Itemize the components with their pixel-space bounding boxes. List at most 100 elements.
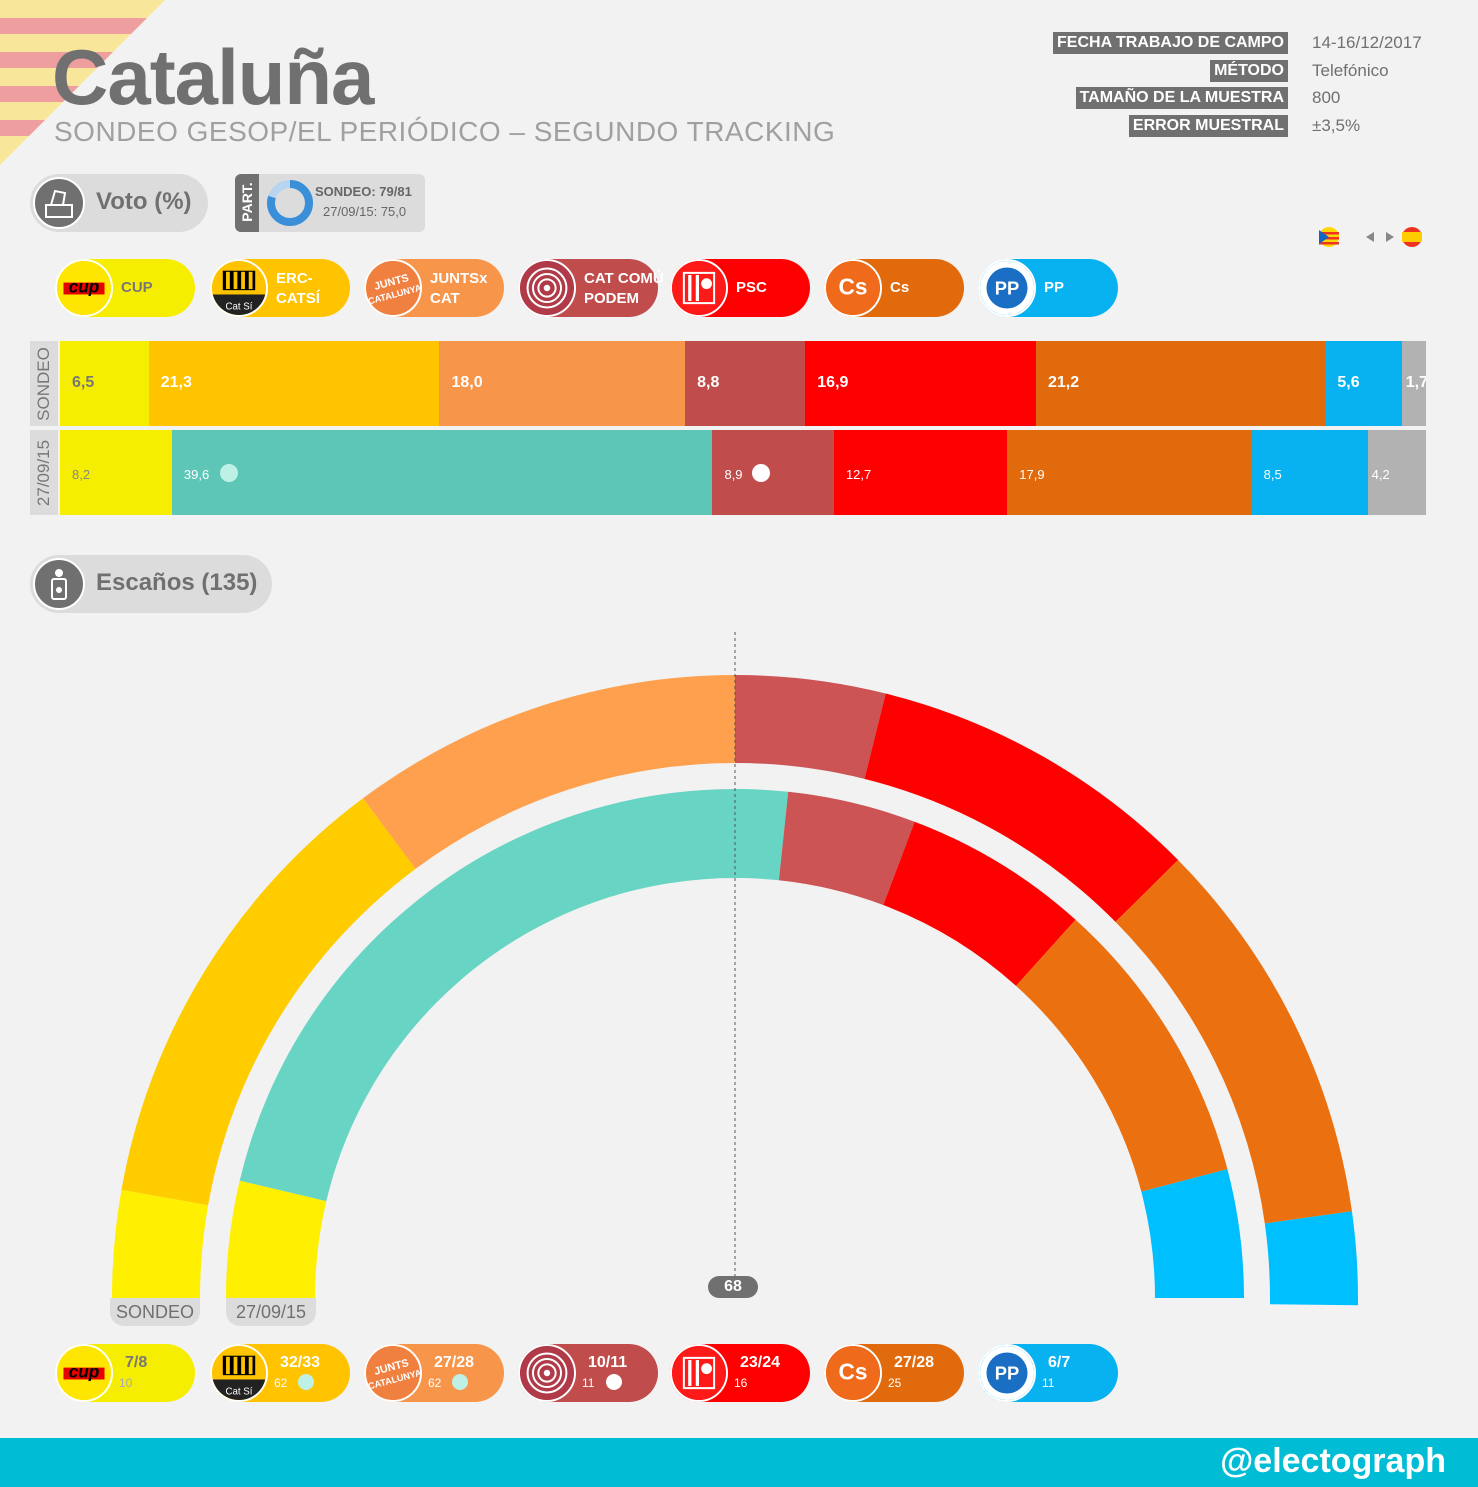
seat-previous: 62: [274, 1376, 288, 1390]
meta-value: 800: [1312, 88, 1341, 107]
seat-range: 7/8: [125, 1354, 148, 1371]
jxsi-logo-icon: [298, 1374, 314, 1390]
vote-bar-segment: 8,2: [60, 430, 172, 515]
svg-text:PP: PP: [995, 1362, 1020, 1383]
vote-bar-label: 21,2: [1047, 374, 1080, 391]
party-pill[interactable]: PP PP: [978, 259, 1118, 317]
svg-text:PP: PP: [995, 277, 1020, 298]
psc-logo-icon: [670, 259, 728, 317]
party-pill[interactable]: cup CUP: [55, 259, 195, 317]
seat-pill[interactable]: PP 6/7 11: [978, 1344, 1118, 1402]
inner-arc-label: 27/09/15: [226, 1298, 316, 1326]
arrow-right-icon[interactable]: [1386, 232, 1394, 242]
junts-logo-icon: JUNTS CATALUNYA: [364, 1344, 422, 1402]
party-name: JUNTSx CAT: [430, 270, 488, 307]
hemicycle-segment-270915-cs: [1016, 919, 1228, 1192]
party-pill[interactable]: JUNTS CATALUNYA JUNTSx CAT: [364, 259, 504, 317]
seat-previous: 62: [428, 1376, 442, 1390]
vote-bar-segment: 6,5: [60, 341, 149, 426]
party-name: ERC- CATSÍ: [276, 270, 320, 307]
meta-row-fieldwork: FECHA TRABAJO DE CAMPO 14-16/12/2017: [1000, 32, 1460, 54]
comu-logo-icon: [518, 1344, 576, 1402]
meta-key: TAMAÑO DE LA MUESTRA: [1075, 87, 1288, 109]
meta-value: ±3,5%: [1312, 116, 1361, 135]
seat-previous: 16: [734, 1376, 748, 1390]
vote-bar-label: 8,2: [72, 467, 91, 482]
meta-row-sample: TAMAÑO DE LA MUESTRA 800: [1000, 87, 1460, 109]
hemicycle-segment-sondeo-cs: [1115, 860, 1352, 1224]
party-pill[interactable]: PSC: [670, 259, 810, 317]
svg-text:Cat Sí: Cat Sí: [225, 1387, 252, 1398]
majority-label: 68: [708, 1276, 758, 1298]
row-label-sondeo: SONDEO: [30, 341, 58, 426]
vote-bar-label: 8,9: [724, 467, 743, 482]
participation-prev: 27/09/15: 75,0: [323, 204, 407, 219]
vote-bar-segment: 18,0: [439, 341, 686, 426]
vote-bar-segment: 21,3: [148, 341, 440, 426]
seats-section-pill: Escaños (135): [30, 555, 272, 613]
seat-pill[interactable]: 10/11 11: [518, 1344, 658, 1402]
hemicycle-segment-sondeo-erccats: [121, 798, 416, 1206]
vote-bar-label: 6,5: [72, 374, 95, 391]
seat-pill[interactable]: cup 7/8 10: [55, 1344, 195, 1402]
catalan-flag-corner: [0, 0, 165, 165]
vote-bar-segment: 4,2: [1367, 430, 1426, 515]
spain-flag-icon[interactable]: [1402, 227, 1422, 247]
participation-ring: [267, 180, 313, 226]
vote-bar-segment: 21,2: [1035, 341, 1326, 426]
participation-tag: PART.: [235, 174, 259, 232]
erc-logo-icon: Cat Sí: [210, 259, 268, 317]
party-name: PSC: [736, 279, 767, 296]
vote-bar-segment: 16,9: [805, 341, 1037, 426]
csqp-logo-icon: [752, 464, 771, 482]
hemicycle-segment-sondeo-psc: [864, 693, 1179, 922]
vote-bar-label: 5,6: [1337, 374, 1360, 391]
vote-bar-label: 8,8: [697, 374, 720, 391]
party-name: Cs: [890, 279, 910, 296]
ballot-box-icon: [33, 177, 85, 229]
vote-bar-segment: 39,6: [171, 430, 713, 515]
vote-section-label: Voto (%): [96, 188, 192, 215]
party-pill[interactable]: Cs Cs: [824, 259, 964, 317]
meta-row-method: MÉTODO Telefónico: [1000, 60, 1460, 82]
brand-handle: @electograph: [1220, 1442, 1446, 1480]
svg-text:Cat Sí: Cat Sí: [225, 302, 252, 313]
vote-bar-label: 1,7: [1405, 374, 1426, 391]
hemicycle-segment-sondeo-catcompodem: [735, 675, 886, 779]
vote-bar-segment: 17,9: [1007, 430, 1253, 515]
seat-pill[interactable]: JUNTS CATALUNYA 27/28 62: [364, 1344, 504, 1402]
vote-bar-segment: 8,9: [712, 430, 835, 515]
vote-bar-label: 8,5: [1263, 467, 1282, 482]
seat-pill[interactable]: Cs 27/28 25: [824, 1344, 964, 1402]
vote-bar-label: 12,7: [845, 467, 872, 482]
csqp-logo-icon: [606, 1374, 622, 1390]
pp-logo-icon: PP: [978, 1344, 1036, 1402]
party-name: PP: [1044, 279, 1065, 296]
comu-logo-icon: [518, 259, 576, 317]
hemicycle-segment-270915-psc: [883, 821, 1076, 986]
party-pill[interactable]: CAT COMÚ PODEM: [518, 259, 664, 317]
vote-bar-label: 39,6: [183, 467, 210, 482]
jxsi-logo-icon: [452, 1374, 468, 1390]
vote-bar-segment: 1,7: [1401, 341, 1426, 426]
vote-bar-segment: 8,5: [1251, 430, 1369, 515]
language-switch[interactable]: [1318, 226, 1424, 247]
catalan-flag-icon[interactable]: [1319, 227, 1339, 247]
seat-range: 10/11: [588, 1354, 628, 1371]
seat-pill[interactable]: 23/24 16: [670, 1344, 810, 1402]
hemicycle-segment-270915-jxs: [239, 789, 789, 1202]
seat-range: 27/28: [894, 1354, 935, 1371]
junts-logo-icon: JUNTS CATALUNYA: [364, 259, 422, 317]
participation-now: SONDEO: 79/81: [315, 184, 412, 199]
arrow-left-icon[interactable]: [1366, 232, 1374, 242]
seat-pill[interactable]: Cat Sí 32/33 62: [210, 1344, 350, 1402]
psc-logo-icon: [670, 1344, 728, 1402]
party-pill[interactable]: Cat Sí ERC- CATSÍ: [210, 259, 350, 317]
vote-bar-label: 4,2: [1371, 467, 1390, 482]
meta-key: FECHA TRABAJO DE CAMPO: [1053, 32, 1288, 54]
vote-bar-segment: 5,6: [1325, 341, 1403, 426]
row-label-previous: 27/09/15: [30, 430, 58, 515]
seat-previous: 25: [888, 1376, 902, 1390]
meta-row-error: ERROR MUESTRAL ±3,5%: [1000, 115, 1460, 137]
hemicycle-segment-270915-csqp: [778, 791, 915, 906]
